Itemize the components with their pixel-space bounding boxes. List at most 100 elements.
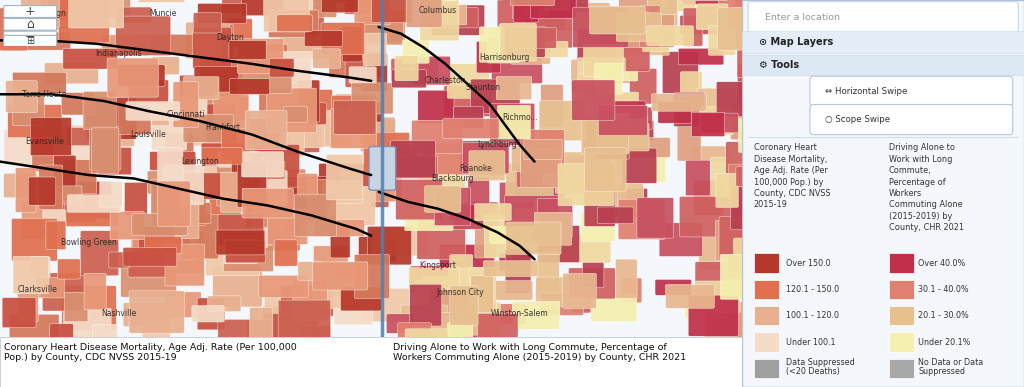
- FancyBboxPatch shape: [695, 281, 740, 313]
- FancyBboxPatch shape: [640, 5, 660, 47]
- FancyBboxPatch shape: [314, 220, 365, 236]
- Bar: [754, 280, 779, 299]
- Text: Data Suppressed: Data Suppressed: [786, 358, 855, 367]
- FancyBboxPatch shape: [716, 220, 764, 261]
- FancyBboxPatch shape: [418, 162, 466, 188]
- FancyBboxPatch shape: [129, 291, 184, 333]
- FancyBboxPatch shape: [169, 231, 204, 274]
- FancyBboxPatch shape: [4, 173, 38, 198]
- FancyBboxPatch shape: [54, 125, 99, 166]
- FancyBboxPatch shape: [696, 4, 728, 30]
- FancyBboxPatch shape: [454, 106, 483, 128]
- Text: Cincinnati: Cincinnati: [166, 110, 205, 119]
- FancyBboxPatch shape: [583, 262, 604, 288]
- Text: Muncie: Muncie: [150, 9, 177, 18]
- FancyBboxPatch shape: [679, 197, 734, 237]
- FancyBboxPatch shape: [521, 149, 561, 188]
- FancyBboxPatch shape: [259, 275, 308, 298]
- FancyBboxPatch shape: [524, 139, 562, 160]
- FancyBboxPatch shape: [456, 87, 511, 105]
- FancyBboxPatch shape: [279, 176, 329, 209]
- Bar: [889, 332, 914, 352]
- FancyBboxPatch shape: [407, 0, 442, 27]
- FancyBboxPatch shape: [584, 117, 630, 159]
- FancyBboxPatch shape: [65, 292, 88, 322]
- FancyBboxPatch shape: [642, 21, 670, 51]
- FancyBboxPatch shape: [32, 139, 53, 171]
- FancyBboxPatch shape: [518, 130, 552, 151]
- FancyBboxPatch shape: [126, 102, 180, 120]
- FancyBboxPatch shape: [487, 37, 511, 63]
- FancyBboxPatch shape: [423, 276, 462, 300]
- FancyBboxPatch shape: [280, 37, 329, 58]
- FancyBboxPatch shape: [344, 0, 373, 14]
- FancyBboxPatch shape: [475, 213, 497, 258]
- FancyBboxPatch shape: [179, 75, 209, 98]
- FancyBboxPatch shape: [274, 240, 298, 266]
- FancyBboxPatch shape: [474, 204, 511, 221]
- FancyBboxPatch shape: [313, 262, 368, 290]
- FancyBboxPatch shape: [678, 48, 724, 65]
- FancyBboxPatch shape: [281, 103, 327, 125]
- Text: No Data or Data: No Data or Data: [919, 358, 984, 367]
- FancyBboxPatch shape: [434, 5, 467, 25]
- FancyBboxPatch shape: [623, 15, 674, 47]
- FancyBboxPatch shape: [27, 338, 82, 354]
- FancyBboxPatch shape: [539, 101, 586, 141]
- Text: Under 100.1: Under 100.1: [786, 337, 836, 347]
- FancyBboxPatch shape: [69, 0, 124, 28]
- FancyBboxPatch shape: [282, 321, 311, 337]
- FancyBboxPatch shape: [212, 24, 233, 70]
- FancyBboxPatch shape: [637, 198, 674, 238]
- FancyBboxPatch shape: [46, 0, 88, 1]
- FancyBboxPatch shape: [53, 155, 76, 201]
- FancyBboxPatch shape: [651, 94, 707, 111]
- FancyBboxPatch shape: [726, 142, 750, 174]
- FancyBboxPatch shape: [225, 241, 265, 263]
- FancyBboxPatch shape: [312, 49, 341, 68]
- FancyBboxPatch shape: [9, 314, 59, 341]
- Bar: [754, 306, 779, 325]
- FancyBboxPatch shape: [29, 9, 69, 30]
- FancyBboxPatch shape: [209, 171, 242, 214]
- FancyBboxPatch shape: [43, 210, 66, 228]
- FancyBboxPatch shape: [222, 129, 251, 160]
- FancyBboxPatch shape: [705, 302, 749, 346]
- FancyBboxPatch shape: [121, 256, 176, 297]
- FancyBboxPatch shape: [497, 77, 531, 100]
- Bar: [889, 306, 914, 325]
- FancyBboxPatch shape: [731, 187, 761, 230]
- FancyBboxPatch shape: [658, 101, 691, 123]
- FancyBboxPatch shape: [523, 137, 557, 169]
- FancyBboxPatch shape: [622, 120, 653, 141]
- Text: Frankfort: Frankfort: [205, 123, 241, 132]
- FancyBboxPatch shape: [283, 116, 331, 147]
- FancyBboxPatch shape: [289, 105, 325, 148]
- FancyBboxPatch shape: [9, 15, 45, 43]
- FancyBboxPatch shape: [510, 49, 550, 64]
- Text: 30.1 - 40.0%: 30.1 - 40.0%: [919, 285, 969, 294]
- FancyBboxPatch shape: [165, 244, 205, 286]
- FancyBboxPatch shape: [50, 186, 82, 204]
- FancyBboxPatch shape: [693, 180, 724, 216]
- FancyBboxPatch shape: [132, 235, 163, 260]
- FancyBboxPatch shape: [477, 313, 518, 337]
- FancyBboxPatch shape: [442, 118, 499, 139]
- FancyBboxPatch shape: [2, 298, 36, 328]
- FancyBboxPatch shape: [457, 296, 486, 313]
- FancyBboxPatch shape: [335, 94, 368, 120]
- FancyBboxPatch shape: [163, 165, 204, 205]
- FancyBboxPatch shape: [299, 325, 331, 353]
- FancyBboxPatch shape: [511, 27, 556, 48]
- FancyBboxPatch shape: [313, 0, 337, 17]
- Text: Clarksville: Clarksville: [17, 285, 57, 294]
- FancyBboxPatch shape: [659, 223, 702, 257]
- FancyBboxPatch shape: [413, 56, 451, 85]
- FancyBboxPatch shape: [0, 8, 28, 51]
- Text: Under 20.1%: Under 20.1%: [919, 337, 971, 347]
- FancyBboxPatch shape: [590, 74, 613, 109]
- FancyBboxPatch shape: [166, 134, 194, 157]
- FancyBboxPatch shape: [274, 108, 319, 152]
- FancyBboxPatch shape: [254, 144, 300, 187]
- FancyBboxPatch shape: [40, 0, 92, 12]
